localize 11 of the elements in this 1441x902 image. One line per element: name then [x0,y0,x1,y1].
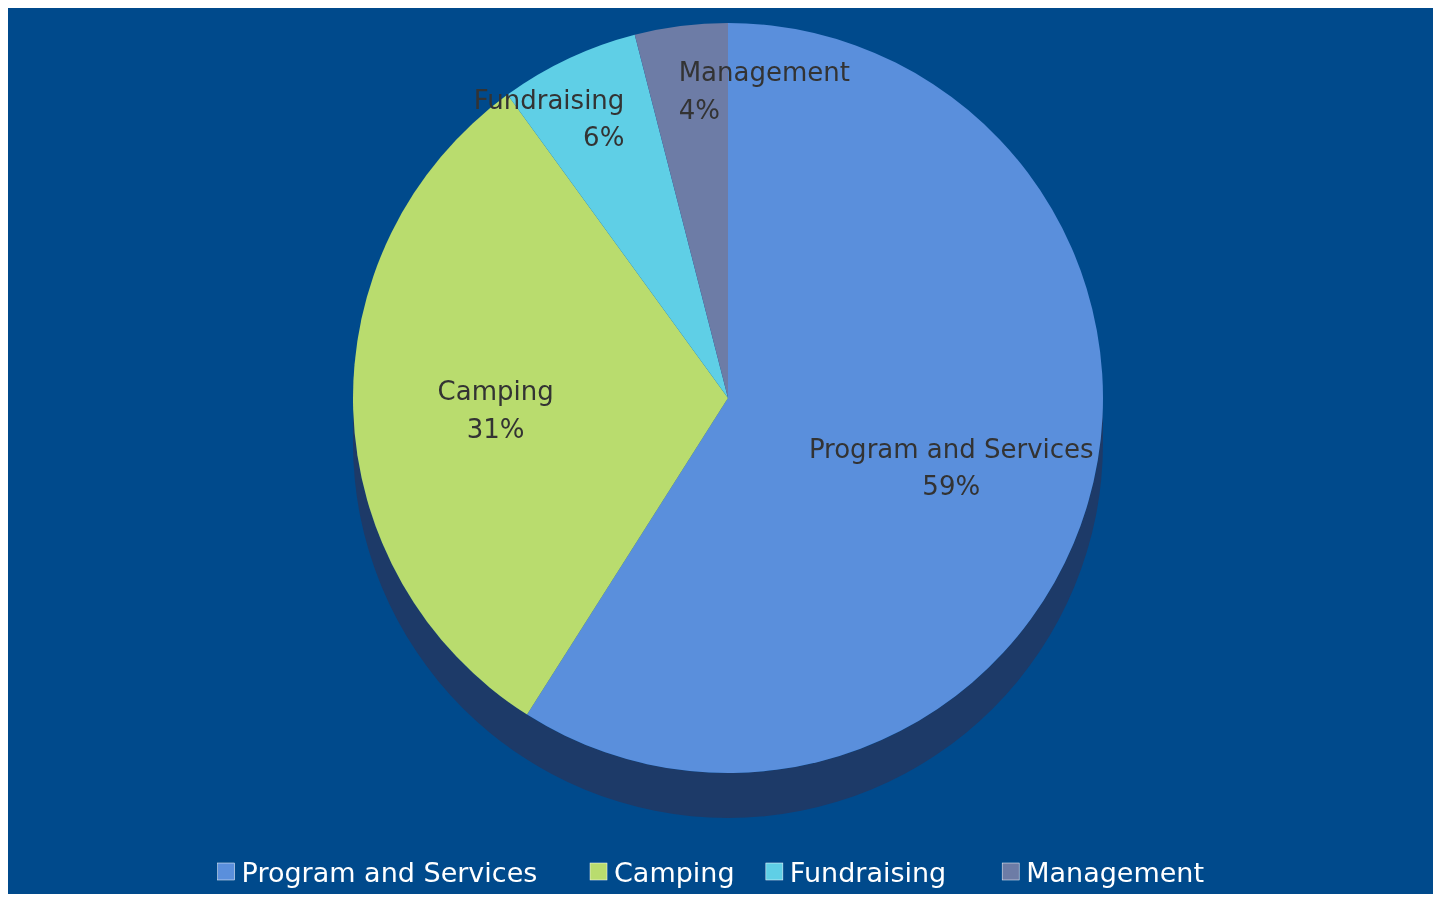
legend-label: Program and Services [241,857,538,888]
slice-label: Program and Services [808,433,1094,464]
legend-label: Fundraising [789,857,947,888]
data-label: 4% [678,95,720,126]
legend-label: Management [1026,857,1205,888]
data-label: 59% [922,471,981,502]
data-label: 6% [583,122,625,153]
slice-label: Management [678,57,850,88]
legend-label: Camping [614,857,735,888]
slice-label: Camping [437,376,554,407]
data-label: 31% [466,413,525,444]
